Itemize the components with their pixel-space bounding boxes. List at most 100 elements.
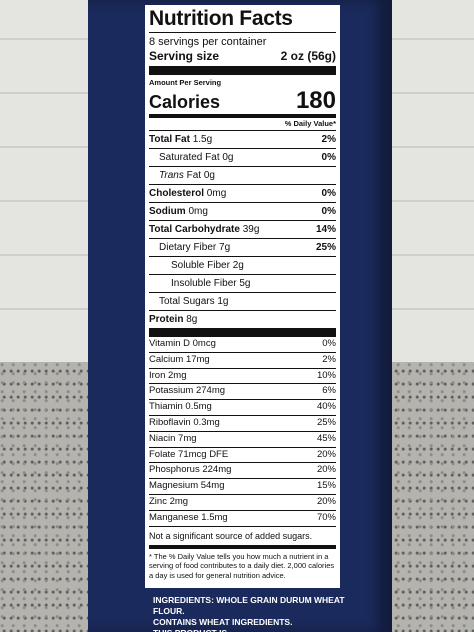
nutrient-amount: 5g <box>239 278 251 289</box>
ingredients: INGREDIENTS: WHOLE GRAIN DURUM WHEAT FLO… <box>153 595 373 632</box>
vitamin-row: Thiamin 0.5mg 40% <box>149 399 336 415</box>
nutrient-row: Sodium 0mg 0% <box>149 202 336 220</box>
vitamin-row: Phosphorus 224mg 20% <box>149 462 336 478</box>
ingredients-line: INGREDIENTS: WHOLE GRAIN DURUM WHEAT FLO… <box>153 595 345 616</box>
vitamin-name: Manganese 1.5mg <box>149 511 228 523</box>
nutrient-name: Fat <box>186 170 202 181</box>
vitamin-dv: 20% <box>316 464 336 476</box>
nutrient-amount: 0g <box>222 152 234 163</box>
vitamin-name: Riboflavin 0.3mg <box>149 416 220 428</box>
divider <box>149 328 336 337</box>
vitamin-dv: 15% <box>316 480 336 492</box>
serving-size: Serving size 2 oz (56g) <box>149 49 336 64</box>
title: Nutrition Facts <box>149 5 336 33</box>
vitamin-dv: 0% <box>322 338 336 349</box>
nutrient-name: Insoluble Fiber <box>171 278 237 289</box>
nutrient-row: Protein 8g <box>149 310 336 328</box>
vitamin-dv: 70% <box>316 511 336 523</box>
nutrient-row: Total Fat 1.5g 2% <box>149 131 336 148</box>
vitamin-name: Iron 2mg <box>149 369 187 381</box>
nutrition-label: Nutrition Facts 8 servings per container… <box>145 5 340 588</box>
vitamin-dv: 20% <box>316 448 336 460</box>
vitamin-dv: 45% <box>316 432 336 444</box>
added-sugars-note: Not a significant source of added sugars… <box>149 525 336 545</box>
vitamin-dv: 10% <box>316 369 336 381</box>
nutrient-name: Total Sugars <box>159 296 215 307</box>
calories-label: Calories <box>149 92 221 112</box>
vitamin-name: Calcium 17mg <box>149 353 210 365</box>
divider <box>149 544 336 549</box>
vitamin-row: Iron 2mg 10% <box>149 367 336 384</box>
divider <box>149 66 336 75</box>
vitamin-name: Niacin 7mg <box>149 432 197 444</box>
vitamin-row: Folate 71mcg DFE 20% <box>149 446 336 463</box>
dv-header: % Daily Value* <box>149 118 336 131</box>
nutrient-dv: 0% <box>321 152 336 163</box>
serving-size-value: 2 oz (56g) <box>280 49 336 63</box>
nutrient-name: Protein <box>149 314 184 325</box>
vitamin-row: Vitamin D 0mcg 0% <box>149 337 336 352</box>
nutrient-name: Cholesterol <box>149 188 205 199</box>
vitamin-name: Phosphorus 224mg <box>149 464 232 476</box>
nutrients: Total Fat 1.5g 2% Saturated Fat 0g 0% Tran… <box>149 131 336 328</box>
nutrient-dv: 14% <box>315 224 336 235</box>
footnote: * The % Daily Value tells you how much a… <box>149 551 335 580</box>
vitamin-name: Zinc 2mg <box>149 495 189 507</box>
vitamin-dv: 2% <box>322 353 336 365</box>
nutrient-row: Insoluble Fiber 5g <box>149 274 336 292</box>
vitamin-row: Manganese 1.5mg 70% <box>149 509 336 526</box>
vitamin-dv: 40% <box>316 401 336 413</box>
vitamin-row: Zinc 2mg 20% <box>149 493 336 510</box>
nutrient-row: Total Sugars 1g <box>149 292 336 310</box>
vitamin-dv: 20% <box>316 495 336 507</box>
calories: Calories 180 <box>149 88 336 114</box>
divider <box>149 114 336 118</box>
nutrient-row: Dietary Fiber 7g 25% <box>149 238 336 256</box>
vitamin-row: Niacin 7mg 45% <box>149 430 336 447</box>
nutrient-row: Cholesterol 0mg 0% <box>149 184 336 202</box>
nutrient-dv: 25% <box>315 242 336 253</box>
nutrient-name: Dietary Fiber <box>159 242 217 253</box>
nutrient-amount: 1.5g <box>192 134 213 145</box>
nutrient-row: Saturated Fat 0g 0% <box>149 148 336 166</box>
vitamin-row: Magnesium 54mg 15% <box>149 478 336 494</box>
nutrient-amount: 0mg <box>188 206 208 217</box>
nutrient-amount: 1g <box>217 296 229 307</box>
nutrient-dv: 2% <box>321 134 336 145</box>
vitamin-name: Folate 71mcg DFE <box>149 448 229 460</box>
nutrient-amount: 8g <box>186 314 198 325</box>
nutrient-amount: 39g <box>242 224 260 235</box>
nutrient-dv: 0% <box>321 206 336 217</box>
nutrient-name: Total Carbohydrate <box>149 224 240 235</box>
nutrient-name: Saturated Fat <box>159 152 220 163</box>
nutrient-name: Total Fat <box>149 134 190 145</box>
vitamin-row: Riboflavin 0.3mg 25% <box>149 414 336 431</box>
nutrient-name: Soluble Fiber <box>171 260 230 271</box>
vitamin-name: Magnesium 54mg <box>149 480 225 492</box>
nutrient-row: Trans Fat 0g <box>149 166 336 184</box>
vitamin-row: Potassium 274mg 6% <box>149 383 336 399</box>
calories-value: 180 <box>295 87 336 114</box>
amount-per-serving: Amount Per Serving <box>149 78 222 87</box>
nutrient-amount: 2g <box>232 260 244 271</box>
serving-size-label: Serving size <box>149 49 220 63</box>
nutrient-row: Total Carbohydrate 39g 14% <box>149 220 336 238</box>
vitamin-row: Calcium 17mg 2% <box>149 351 336 368</box>
vitamins: Vitamin D 0mcg 0% Calcium 17mg 2% Iron 2mg 10… <box>149 337 336 526</box>
servings: 8 servings per container <box>149 36 267 48</box>
nutrient-amount: 0mg <box>206 188 227 199</box>
vitamin-name: Potassium 274mg <box>149 385 226 397</box>
vitamin-dv: 25% <box>316 416 336 428</box>
nutrient-name: Sodium <box>149 206 186 217</box>
vitamin-name: Thiamin 0.5mg <box>149 401 212 413</box>
nutrient-row: Soluble Fiber 2g <box>149 256 336 274</box>
nutrient-amount: 0g <box>203 170 215 181</box>
vitamin-dv: 6% <box>322 385 336 397</box>
vitamin-name: Vitamin D 0mcg <box>149 338 216 349</box>
ingredients-line: CONTAINS WHEAT INGREDIENTS. <box>153 617 293 627</box>
nutrient-name-italic: Trans <box>159 170 184 181</box>
nutrient-amount: 7g <box>219 242 231 253</box>
ingredients-line: THIS PRODUCT IS <box>153 628 373 632</box>
nutrient-dv: 0% <box>321 188 336 199</box>
